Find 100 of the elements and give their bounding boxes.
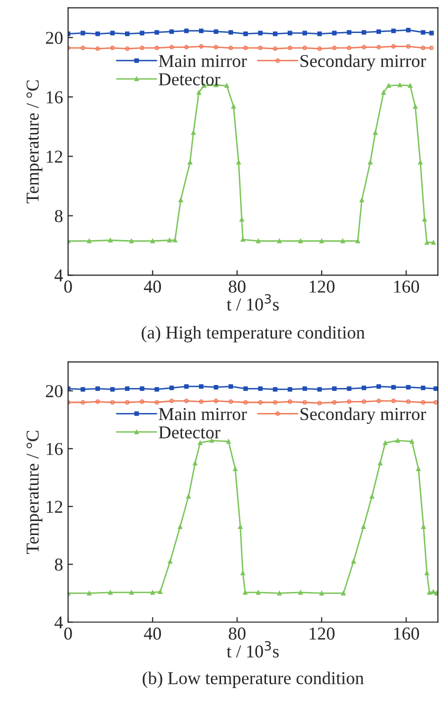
point <box>110 400 115 405</box>
point <box>95 32 100 36</box>
legend-label: Main mirror <box>158 54 247 68</box>
point <box>317 400 322 406</box>
y-tick-label: 12 <box>46 500 62 513</box>
point <box>362 386 366 390</box>
point <box>240 217 244 222</box>
y-tick-label: 4 <box>54 270 63 282</box>
point <box>356 238 360 244</box>
point <box>198 28 204 34</box>
point <box>258 400 263 405</box>
point <box>376 384 381 389</box>
point <box>416 466 421 472</box>
point <box>258 46 263 50</box>
legend-label: Main mirror <box>158 408 247 420</box>
x-tick-label: 160 <box>394 628 420 640</box>
point <box>277 238 282 244</box>
point <box>192 460 198 466</box>
point <box>272 387 278 392</box>
line-series <box>68 438 438 596</box>
point <box>408 83 412 88</box>
point <box>80 46 86 50</box>
point <box>341 590 346 596</box>
point <box>302 386 308 391</box>
point <box>198 384 204 389</box>
point <box>288 30 292 36</box>
point <box>86 590 92 596</box>
x-tick-label: 120 <box>310 280 335 293</box>
point <box>124 400 130 405</box>
point <box>214 398 218 404</box>
point <box>150 238 155 244</box>
point <box>110 30 115 36</box>
point <box>169 44 174 50</box>
point <box>272 400 278 405</box>
legend-label: Secondary mirror <box>300 407 426 424</box>
point <box>240 237 246 242</box>
point <box>420 30 426 35</box>
point <box>184 384 189 389</box>
x-tick-label: 40 <box>144 628 161 640</box>
y-tick-label: 4 <box>54 616 63 628</box>
point <box>398 82 402 88</box>
point <box>424 240 430 245</box>
y-tick-label: 8 <box>54 558 63 571</box>
point <box>167 238 172 243</box>
y-tick-label: 20 <box>46 32 63 44</box>
point <box>232 466 238 472</box>
point <box>140 46 144 50</box>
point <box>381 90 386 95</box>
point <box>188 160 192 165</box>
point <box>422 217 427 222</box>
point <box>214 384 218 390</box>
point <box>395 438 400 443</box>
point <box>362 30 366 35</box>
point <box>86 238 92 244</box>
point <box>198 440 202 446</box>
point <box>391 28 396 34</box>
point <box>298 238 303 244</box>
point <box>124 32 130 36</box>
point <box>413 104 418 109</box>
point <box>108 590 113 595</box>
x-axis-title: t / 10$^{3}$s <box>226 641 279 658</box>
point <box>169 29 174 34</box>
point <box>140 30 144 36</box>
point <box>158 590 162 594</box>
point <box>376 398 381 404</box>
point <box>228 46 234 50</box>
point <box>178 198 183 202</box>
point <box>434 590 438 596</box>
x-tick-label: 80 <box>228 280 246 293</box>
point <box>362 399 366 404</box>
point <box>427 590 432 595</box>
point <box>332 386 337 391</box>
point <box>236 160 241 165</box>
point <box>110 46 115 50</box>
y-tick-label: 8 <box>54 210 63 222</box>
point <box>80 30 86 36</box>
point <box>154 387 160 392</box>
point <box>418 160 423 165</box>
legend-label: Detector <box>158 73 220 86</box>
point <box>288 399 292 404</box>
y-tick-label: 12 <box>46 150 62 163</box>
y-tick-label: 20 <box>46 385 63 398</box>
point <box>410 439 414 444</box>
point <box>368 160 373 165</box>
point <box>191 130 196 135</box>
point <box>346 30 352 35</box>
point <box>184 398 189 404</box>
point <box>346 399 352 404</box>
point <box>360 198 364 202</box>
point <box>258 386 263 391</box>
point <box>243 32 248 36</box>
point <box>214 44 218 50</box>
point <box>317 46 322 51</box>
point <box>376 44 381 50</box>
point <box>169 398 174 404</box>
point <box>258 30 263 36</box>
point <box>420 46 426 50</box>
point <box>373 130 378 135</box>
point <box>370 494 374 499</box>
point <box>434 400 438 405</box>
